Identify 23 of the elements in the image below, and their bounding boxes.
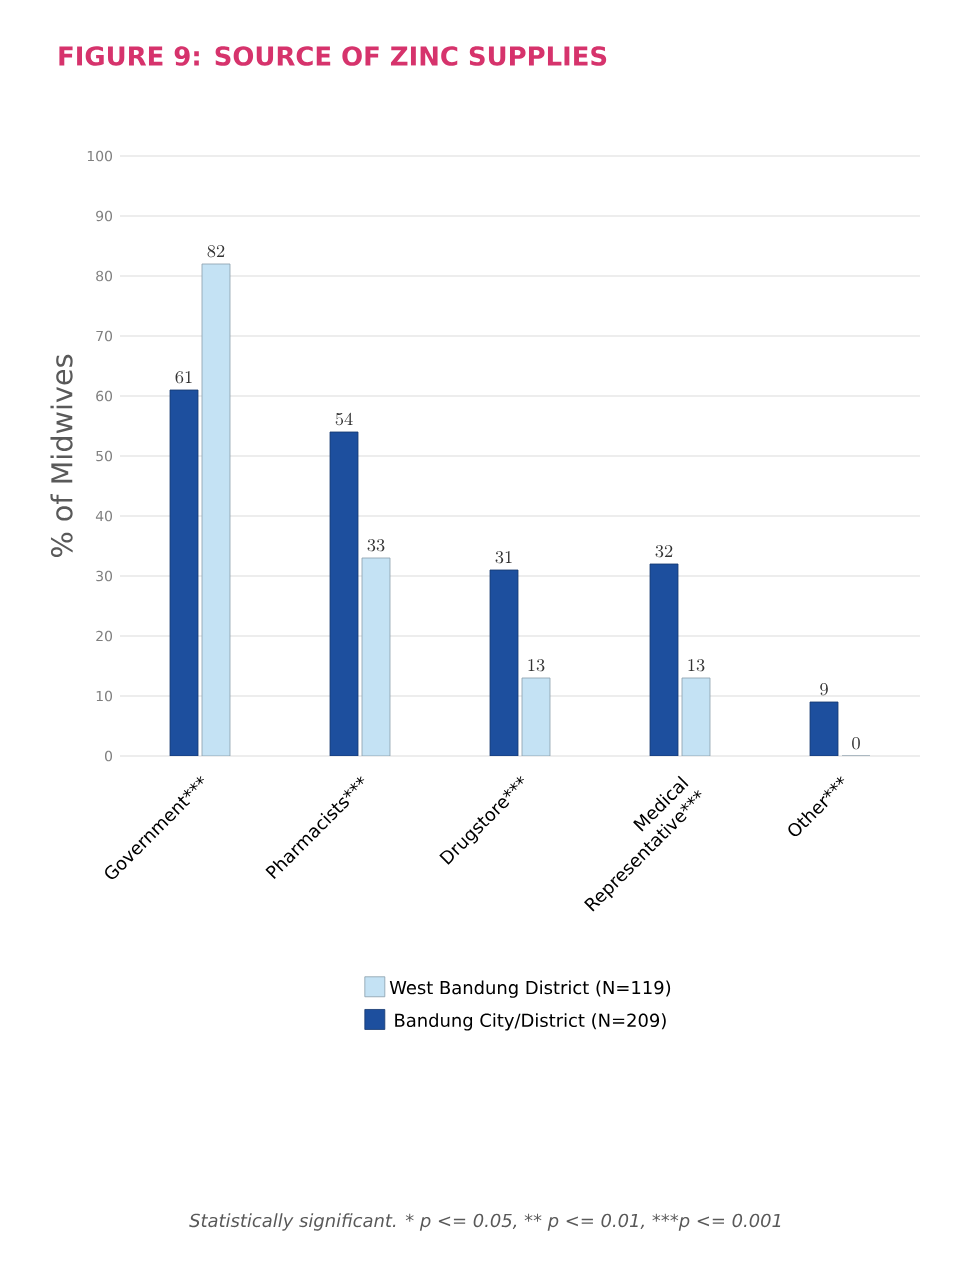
bar [169, 389, 199, 756]
bar [361, 557, 391, 756]
bar [521, 677, 551, 756]
data-label: 13 [528, 659, 545, 672]
data-label: 32 [655, 545, 673, 558]
bar [489, 569, 519, 756]
bar [329, 431, 359, 756]
legend-label: West Bandung District (N=119) [389, 980, 671, 998]
data-label: 82 [207, 245, 225, 258]
chart-title: FIGURE 9: SOURCE OF ZINC SUPPLIES [59, 46, 607, 66]
data-label: 31 [495, 551, 512, 564]
data-label: 54 [335, 412, 353, 426]
data-label: 61 [175, 371, 192, 384]
legend-label: Bandung City/District (N=209) [395, 1013, 666, 1031]
bar [201, 263, 231, 756]
data-label: 13 [688, 659, 705, 672]
data-label: 9 [820, 683, 828, 696]
text: Statistically significant. * p <= 0.05, ** p <= 0.01, ***p <= 0.001 [189, 1213, 781, 1231]
bar [681, 677, 711, 756]
data-label: 0 [852, 737, 860, 750]
bar [649, 563, 679, 756]
y-axis-title: % of Midwives [50, 354, 73, 557]
data-label: 33 [367, 539, 385, 552]
